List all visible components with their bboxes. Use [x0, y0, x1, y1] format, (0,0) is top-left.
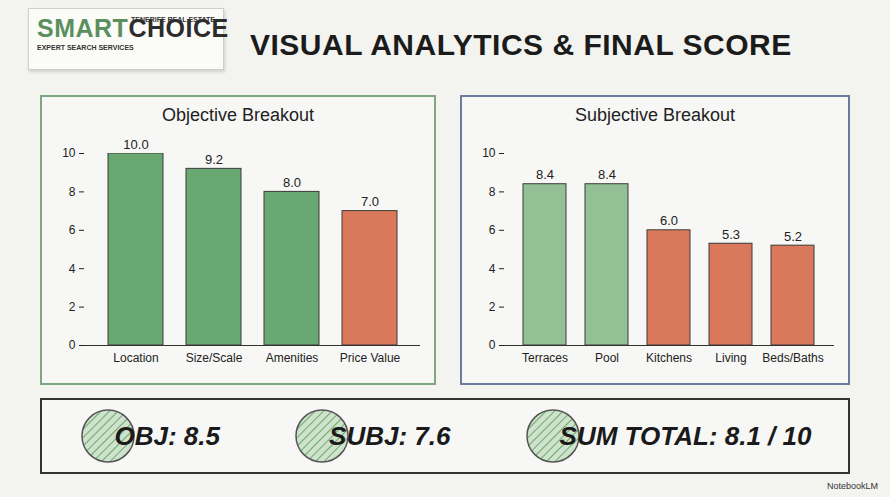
svg-text:Beds/Baths: Beds/Baths [762, 351, 823, 365]
svg-text:4: 4 [489, 262, 496, 276]
svg-text:Kitchens: Kitchens [646, 351, 692, 365]
svg-text:8.4: 8.4 [598, 167, 616, 182]
html-text:EXPERT SEARCH SERVICES: EXPERT SEARCH SERVICES [37, 44, 134, 51]
svg-text:8: 8 [69, 185, 76, 199]
svg-text:2: 2 [489, 300, 496, 314]
html-text:SMART CHOICE: SMART CHOICE [37, 14, 229, 42]
html-text:SUBJ: 7.6: SUBJ: 7.6 [329, 420, 451, 451]
svg-text:Price Value: Price Value [340, 351, 401, 365]
svg-text:Pool: Pool [595, 351, 619, 365]
html-text:SUM TOTAL: 8.1 / 10: SUM TOTAL: 8.1 / 10 [559, 420, 812, 451]
svg-text:2: 2 [69, 300, 76, 314]
svg-text:10: 10 [62, 146, 76, 160]
svg-text:8: 8 [489, 185, 496, 199]
svg-text:Living: Living [715, 351, 746, 365]
svg-text:0: 0 [69, 338, 76, 352]
svg-text:10.0: 10.0 [123, 137, 148, 152]
svg-text:10: 10 [482, 146, 496, 160]
svg-text:Terraces: Terraces [522, 351, 568, 365]
svg-text:Size/Scale: Size/Scale [186, 351, 243, 365]
svg-text:5.3: 5.3 [722, 227, 740, 242]
svg-text:Amenities: Amenities [266, 351, 319, 365]
svg-text:7.0: 7.0 [361, 194, 379, 209]
html-text:NotebookLM: NotebookLM [827, 481, 878, 491]
svg-text:8.0: 8.0 [283, 175, 301, 190]
html-text:Objective Breakout: Objective Breakout [162, 105, 314, 125]
svg-text:6.0: 6.0 [660, 213, 678, 228]
svg-text:4: 4 [69, 262, 76, 276]
html-text:TENERIFE REAL ESTATE: TENERIFE REAL ESTATE [131, 16, 215, 23]
svg-text:8.4: 8.4 [536, 167, 554, 182]
html-text:Subjective Breakout: Subjective Breakout [575, 105, 735, 125]
svg-text:6: 6 [489, 223, 496, 237]
svg-text:5.2: 5.2 [784, 229, 802, 244]
html-text:OBJ: 8.5: OBJ: 8.5 [114, 420, 220, 451]
svg-text:9.2: 9.2 [205, 152, 223, 167]
svg-text:Location: Location [113, 351, 158, 365]
html-text:VISUAL ANALYTICS & FINAL SCORE: VISUAL ANALYTICS & FINAL SCORE [250, 28, 792, 61]
svg-text:6: 6 [69, 223, 76, 237]
svg-text:0: 0 [489, 338, 496, 352]
